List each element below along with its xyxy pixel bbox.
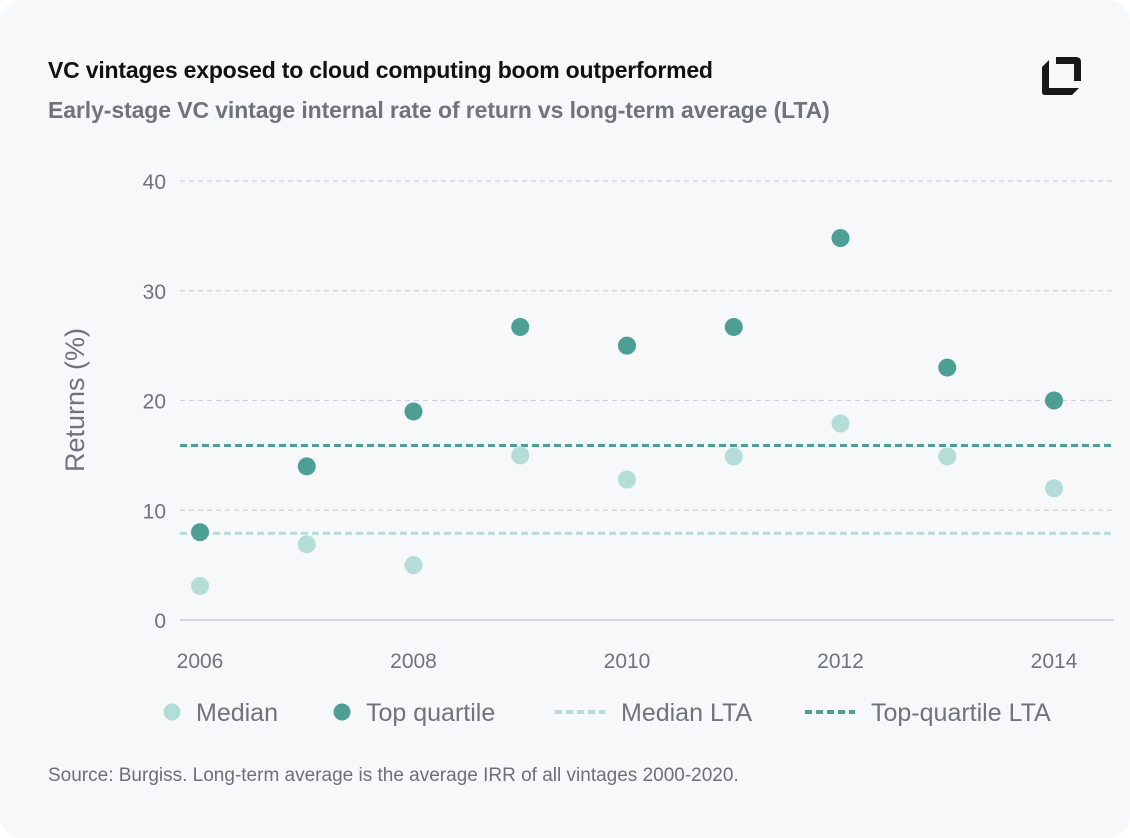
data-point-median [511,446,530,465]
y-axis-label: Returns (%) [60,328,90,472]
x-tick-label: 2014 [1031,650,1078,673]
data-point-median [938,447,957,466]
x-tick-label: 2012 [817,650,864,673]
brand-logo-icon [1042,57,1081,95]
data-point-top-quartile [724,317,743,336]
data-point-median [404,556,423,575]
data-point-top-quartile [938,358,957,377]
data-point-top-quartile [511,317,530,336]
data-point-top-quartile [297,457,316,476]
data-point-median [831,414,850,433]
data-point-median [724,447,743,466]
legend-label: Median LTA [621,699,752,727]
data-point-median [297,535,316,554]
data-point-top-quartile [618,336,636,355]
legend-label: Median [196,699,278,727]
chart-title: VC vintages exposed to cloud computing b… [48,57,713,83]
x-tick-label: 2010 [604,650,651,673]
y-tick-label: 0 [154,610,166,633]
data-point-median [191,576,209,595]
legend-marker [333,703,351,721]
x-tick-label: 2006 [177,650,224,673]
legend-label: Top quartile [366,699,495,727]
y-tick-label: 40 [143,171,166,194]
source-note: Source: Burgiss. Long-term average is th… [48,765,739,786]
y-tick-label: 20 [143,391,166,414]
data-point-top-quartile [831,229,850,248]
y-tick-label: 10 [143,500,166,523]
y-tick-label: 30 [143,281,166,304]
data-point-top-quartile [404,402,423,421]
chart-subtitle: Early-stage VC vintage internal rate of … [48,97,830,123]
data-point-median [1045,479,1063,498]
data-point-top-quartile [191,523,209,542]
data-point-top-quartile [1045,391,1063,410]
x-tick-label: 2008 [390,650,437,673]
legend-label: Top-quartile LTA [871,699,1051,727]
legend-marker [163,703,181,721]
data-point-median [618,470,636,489]
